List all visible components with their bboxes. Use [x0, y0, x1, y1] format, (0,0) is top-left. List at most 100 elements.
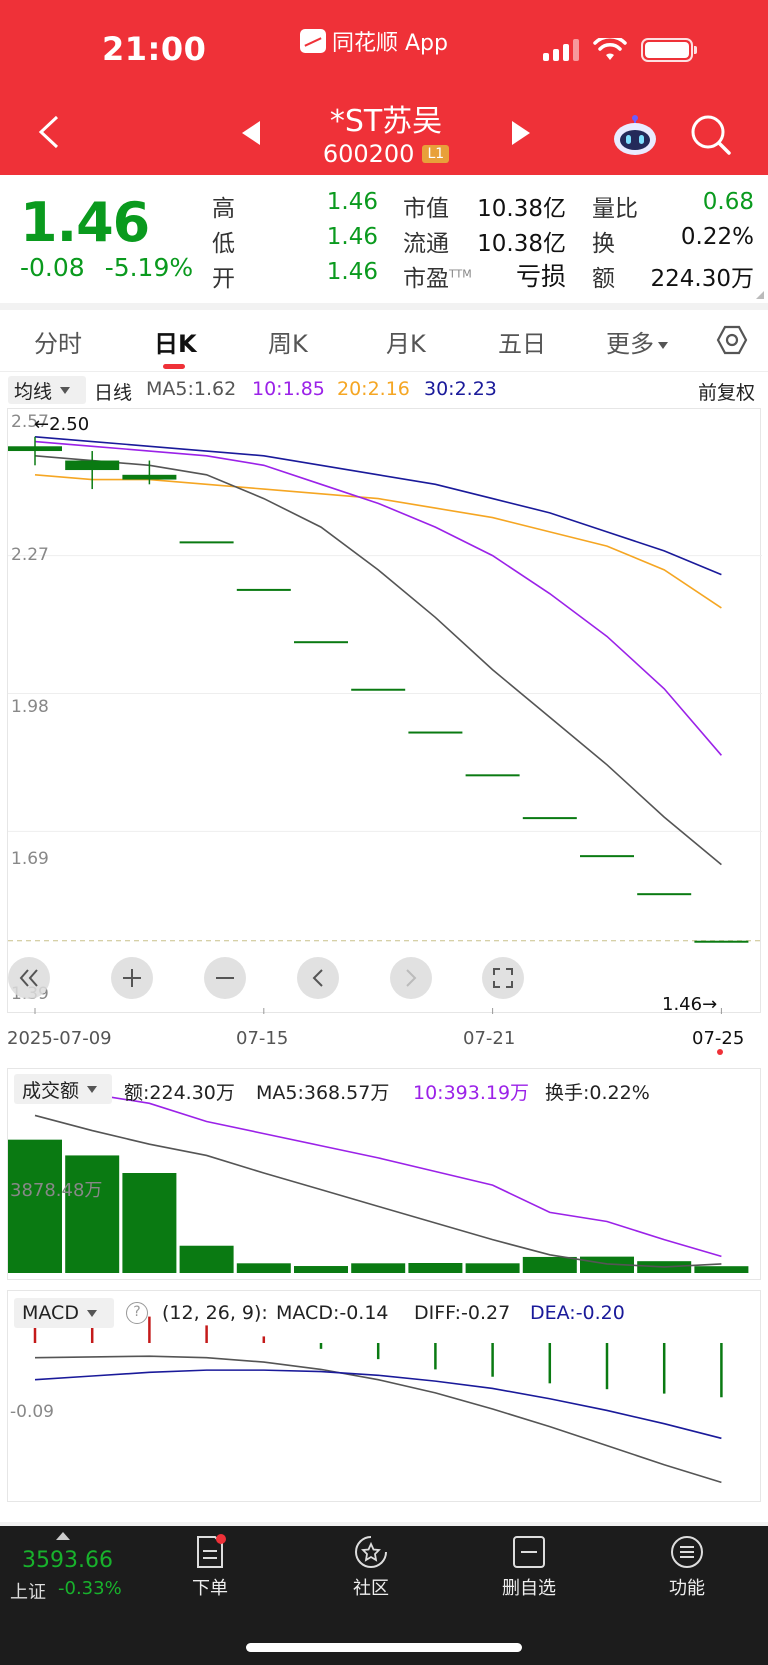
ma30-legend: 30:2.23	[424, 378, 497, 400]
stock-code-row: 600200 L1	[264, 140, 508, 168]
float-value: 10.38亿	[477, 231, 566, 257]
x-tick-label: 07-21	[463, 1028, 516, 1049]
mcap-value: 10.38亿	[477, 196, 566, 222]
chevron-left-icon	[312, 969, 323, 987]
candle-body	[351, 688, 406, 691]
volume-ratio-label: 量比	[592, 196, 638, 222]
tab-five-day[interactable]: 五日	[498, 330, 546, 358]
macd-axis-label: -0.09	[10, 1402, 54, 1422]
volume-bar	[179, 1245, 234, 1273]
y-tick-label: 1.69	[11, 849, 49, 869]
app-name: 同花顺 App	[332, 31, 448, 56]
macd-indicator-selector[interactable]: MACD	[14, 1298, 114, 1328]
scroll-to-start-button[interactable]	[8, 957, 50, 999]
back-button[interactable]	[34, 112, 64, 152]
ma20-legend: 20:2.16	[337, 378, 410, 400]
last-price-marker: 1.46→	[662, 994, 718, 1015]
expand-quote-icon[interactable]	[756, 291, 764, 299]
wifi-icon	[593, 38, 627, 60]
previous-stock-button[interactable]	[238, 118, 264, 148]
active-tab-indicator	[163, 364, 185, 369]
high-value: 1.46	[326, 189, 378, 215]
ai-robot-button[interactable]	[612, 114, 658, 156]
help-icon[interactable]: ?	[126, 1302, 148, 1324]
volume-bar	[294, 1266, 348, 1273]
y-tick-label: 1.98	[11, 697, 49, 717]
level-badge: L1	[422, 145, 450, 163]
ma20-line	[34, 474, 722, 609]
nav-community[interactable]: 社区	[326, 1534, 416, 1604]
pe-value: 亏损	[515, 262, 566, 291]
fullscreen-button[interactable]	[482, 957, 524, 999]
candle-body	[580, 855, 634, 858]
tab-weekly-k[interactable]: 周K	[268, 330, 308, 358]
volume-bar	[580, 1256, 634, 1273]
candle-body	[465, 774, 520, 777]
period-high-marker: ←2.50	[34, 414, 90, 435]
macd-chart	[33, 1307, 723, 1484]
scroll-right-button[interactable]	[390, 957, 432, 999]
zoom-out-button[interactable]	[204, 957, 246, 999]
price-change-row: -0.08 -5.19%	[20, 253, 193, 282]
volume-bar	[351, 1263, 406, 1273]
adjust-mode-button[interactable]: 前复权	[698, 382, 756, 404]
volume-bar	[465, 1263, 520, 1273]
nav-remove-watchlist[interactable]: 删自选	[484, 1534, 574, 1604]
index-value[interactable]: 3593.66	[22, 1548, 113, 1573]
tab-monthly-k[interactable]: 月K	[386, 330, 426, 358]
candle-body	[236, 588, 291, 591]
ma10-line	[34, 440, 723, 756]
volume-indicator-selector[interactable]: 成交额	[14, 1074, 112, 1104]
volume-bar	[236, 1263, 291, 1273]
candle-body	[65, 460, 120, 471]
open-value: 1.46	[326, 259, 378, 285]
volume-turnover: 换手:0.22%	[545, 1082, 650, 1104]
current-price: 1.46	[20, 191, 150, 254]
scroll-left-button[interactable]	[297, 957, 339, 999]
nav-order[interactable]: 下单	[165, 1534, 255, 1604]
candle-body	[294, 641, 348, 644]
amount-label: 额	[592, 266, 615, 292]
volume-bar	[522, 1256, 577, 1273]
nav-functions[interactable]: 功能	[642, 1534, 732, 1604]
volume-bar	[694, 1266, 749, 1273]
ma5-line	[34, 454, 722, 866]
macd-panel	[7, 1290, 761, 1502]
kline-chart	[8, 435, 762, 1014]
search-button[interactable]	[690, 114, 732, 156]
ma5-legend: MA5:1.62	[146, 378, 237, 400]
order-icon	[197, 1534, 226, 1568]
candle-body	[179, 541, 234, 544]
mcap-label: 市值	[403, 196, 449, 222]
stock-code: 600200	[322, 140, 415, 168]
zoom-in-button[interactable]	[111, 957, 153, 999]
pe-ttm-sup: TTM	[449, 267, 472, 281]
amount-value: 224.30万	[650, 266, 754, 292]
status-icons	[543, 38, 697, 62]
volume-ma10: 10:393.19万	[413, 1082, 530, 1104]
candle-body	[694, 940, 749, 943]
nav-label: 功能	[669, 1578, 705, 1599]
quote-panel: 1.46 -0.08 -5.19% 高 1.46 低 1.46 开 1.46 市…	[0, 175, 768, 303]
volume-bar	[8, 1139, 62, 1273]
indicator-selector[interactable]: 均线	[8, 376, 86, 404]
index-expand-icon[interactable]	[56, 1532, 70, 1540]
tab-daily-k[interactable]: 日K	[154, 330, 197, 358]
high-label: 高	[212, 196, 235, 222]
open-label: 开	[212, 266, 235, 292]
chart-period-tabs: 分时 日K 周K 月K 五日 更多	[0, 310, 768, 372]
dea-line	[34, 1369, 722, 1440]
nav-label: 下单	[192, 1578, 228, 1599]
menu-icon	[671, 1536, 703, 1568]
macd-params: (12, 26, 9):	[162, 1302, 268, 1324]
ma30-line	[34, 435, 722, 576]
index-change: -0.33%	[58, 1578, 122, 1599]
chart-settings-button[interactable]	[716, 324, 748, 356]
tab-intraday[interactable]: 分时	[34, 330, 82, 358]
float-label: 流通	[403, 231, 449, 257]
candle-body	[522, 817, 577, 820]
next-stock-button[interactable]	[508, 118, 534, 148]
candle-body	[8, 446, 62, 452]
tab-more[interactable]: 更多	[606, 324, 668, 359]
pe-label: 市盈TTM	[403, 266, 472, 292]
